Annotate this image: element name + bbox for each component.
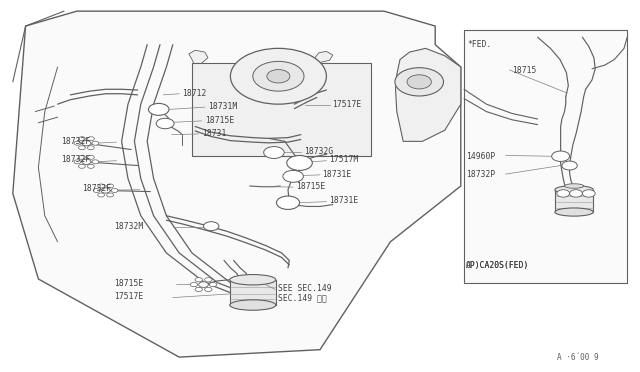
Circle shape <box>93 189 100 192</box>
Circle shape <box>107 184 113 188</box>
Circle shape <box>407 75 431 89</box>
Text: *FED.: *FED. <box>467 40 492 49</box>
Ellipse shape <box>230 300 276 310</box>
Text: 18731: 18731 <box>202 129 226 138</box>
Circle shape <box>82 159 91 164</box>
Text: 18732P: 18732P <box>466 170 495 179</box>
Text: 18731M: 18731M <box>208 102 237 111</box>
Text: OP)CA20S(FED): OP)CA20S(FED) <box>466 262 529 270</box>
Circle shape <box>101 188 110 193</box>
Circle shape <box>88 155 94 159</box>
Circle shape <box>195 278 202 282</box>
Polygon shape <box>330 64 346 75</box>
Circle shape <box>562 161 577 170</box>
Text: SEE SEC.149: SEE SEC.149 <box>278 284 332 293</box>
Text: 18712: 18712 <box>182 89 207 97</box>
Circle shape <box>79 155 85 159</box>
Text: 18715: 18715 <box>512 66 536 75</box>
Text: 17517E: 17517E <box>332 100 362 109</box>
Text: АP)CA20S(FED): АP)CA20S(FED) <box>466 262 529 270</box>
Polygon shape <box>325 74 338 84</box>
Circle shape <box>264 147 284 158</box>
Circle shape <box>204 222 219 231</box>
Text: 18732F: 18732F <box>61 155 90 164</box>
Text: A ·6´00 9: A ·6´00 9 <box>557 353 598 362</box>
Text: 18732F: 18732F <box>61 137 90 146</box>
Text: 18732M: 18732M <box>114 222 143 231</box>
Circle shape <box>253 61 304 91</box>
Circle shape <box>92 141 99 145</box>
Text: 18732F: 18732F <box>82 185 111 193</box>
Text: 17517M: 17517M <box>329 155 358 164</box>
Circle shape <box>552 151 570 161</box>
Circle shape <box>557 190 570 197</box>
Polygon shape <box>189 50 208 67</box>
Ellipse shape <box>564 184 584 188</box>
Circle shape <box>190 282 198 287</box>
Text: SEC.149 参照: SEC.149 参照 <box>278 293 326 302</box>
Circle shape <box>198 282 209 287</box>
Ellipse shape <box>555 208 593 216</box>
Ellipse shape <box>555 186 593 194</box>
Text: 14960P: 14960P <box>466 152 495 161</box>
Polygon shape <box>13 11 461 357</box>
Circle shape <box>79 164 85 168</box>
Text: 18732G: 18732G <box>304 147 333 155</box>
Bar <box>230 280 276 305</box>
Circle shape <box>88 164 94 168</box>
Polygon shape <box>314 51 333 62</box>
Circle shape <box>209 282 217 287</box>
Circle shape <box>74 141 81 145</box>
Circle shape <box>98 184 104 188</box>
Circle shape <box>88 146 94 150</box>
Polygon shape <box>557 30 627 67</box>
Bar <box>555 190 593 212</box>
Circle shape <box>283 170 303 182</box>
Circle shape <box>98 193 104 197</box>
Circle shape <box>276 196 300 209</box>
Text: 18731E: 18731E <box>323 170 352 179</box>
Circle shape <box>111 189 118 192</box>
Circle shape <box>148 103 169 115</box>
Circle shape <box>156 118 174 129</box>
Circle shape <box>79 137 85 141</box>
Circle shape <box>195 287 202 292</box>
Circle shape <box>205 278 212 282</box>
Bar <box>464 30 627 283</box>
Circle shape <box>92 160 99 164</box>
Circle shape <box>79 146 85 150</box>
Ellipse shape <box>230 275 276 285</box>
Text: 18715E: 18715E <box>114 279 143 288</box>
Polygon shape <box>396 48 461 141</box>
Text: 18715E: 18715E <box>205 116 234 125</box>
Circle shape <box>267 70 290 83</box>
Circle shape <box>230 48 326 104</box>
Bar <box>192 63 371 156</box>
Text: 18715E: 18715E <box>296 182 325 191</box>
Circle shape <box>74 160 81 164</box>
Polygon shape <box>195 67 205 78</box>
Text: 17517E: 17517E <box>114 292 143 301</box>
Circle shape <box>88 137 94 141</box>
Circle shape <box>107 193 113 197</box>
Circle shape <box>395 68 444 96</box>
Circle shape <box>205 287 212 292</box>
Text: 18731E: 18731E <box>329 196 358 205</box>
Circle shape <box>82 141 91 146</box>
Circle shape <box>287 155 312 170</box>
Circle shape <box>570 190 582 197</box>
Circle shape <box>582 190 595 197</box>
